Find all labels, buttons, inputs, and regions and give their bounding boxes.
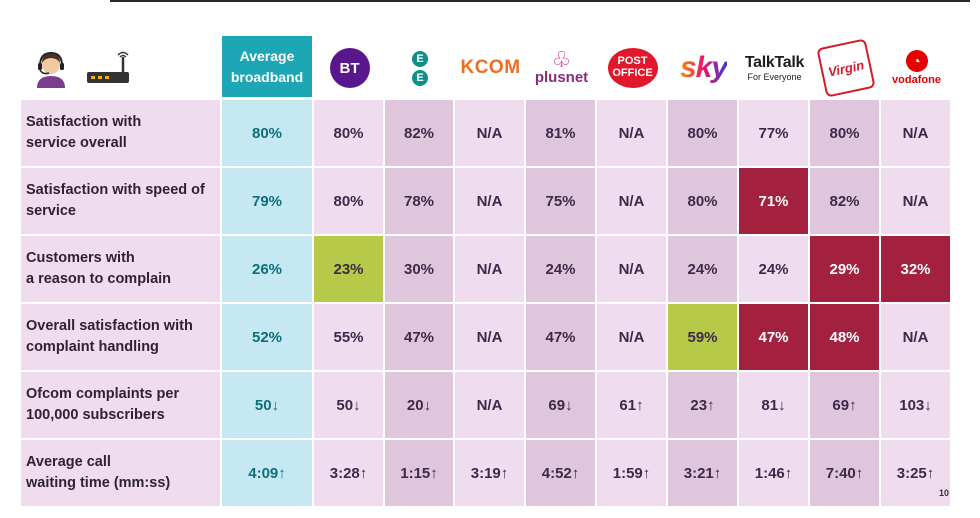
- row-label: Average call waiting time (mm:ss): [21, 440, 222, 508]
- provider-value-cell: 69↑: [810, 372, 881, 440]
- provider-value-cell: N/A: [597, 168, 668, 236]
- provider-talktalk-logo: TalkTalk For Everyone: [739, 36, 810, 100]
- provider-value-cell: 47%: [385, 304, 455, 372]
- provider-value-cell: 47%: [739, 304, 810, 372]
- plusnet-logo: ♧ plusnet: [534, 46, 589, 86]
- provider-value-cell: 80%: [314, 168, 385, 236]
- provider-value-cell: 24%: [526, 236, 597, 304]
- post-office-logo: POST OFFICE: [607, 48, 658, 88]
- provider-value-cell: 24%: [739, 236, 810, 304]
- row-label: Customers with a reason to complain: [21, 236, 222, 304]
- provider-value-cell: 71%: [739, 168, 810, 236]
- provider-value-cell: N/A: [455, 168, 526, 236]
- top-divider: [110, 0, 970, 2]
- provider-value-cell: 61↑: [597, 372, 668, 440]
- provider-value-cell: 29%: [810, 236, 881, 304]
- provider-value-cell: 3:21↑: [668, 440, 739, 508]
- provider-value-cell: 80%: [668, 100, 739, 168]
- provider-value-cell: 48%: [810, 304, 881, 372]
- provider-bt-logo: BT: [314, 36, 385, 100]
- average-value-cell: 52%: [222, 304, 314, 372]
- provider-value-cell: 24%: [668, 236, 739, 304]
- provider-value-cell: 75%: [526, 168, 597, 236]
- vodafone-logo: ◔ vodafone: [892, 50, 941, 86]
- provider-value-cell: 32%: [881, 236, 952, 304]
- provider-vodafone-logo: ◔ vodafone: [881, 36, 952, 100]
- post-office-footnote: 10: [938, 488, 949, 498]
- average-value-cell: 4:09↑: [222, 440, 314, 508]
- provider-value-cell: 80%: [810, 100, 881, 168]
- provider-value-cell: N/A: [597, 100, 668, 168]
- bt-logo: BT: [329, 48, 370, 88]
- provider-value-cell: N/A: [881, 304, 952, 372]
- provider-value-cell: 3:28↑: [314, 440, 385, 508]
- average-value-cell: 79%: [222, 168, 314, 236]
- provider-value-cell: 1:15↑: [385, 440, 455, 508]
- provider-value-cell: 82%: [810, 168, 881, 236]
- provider-value-cell: 23↑: [668, 372, 739, 440]
- header-icons: [21, 36, 222, 100]
- provider-value-cell: 55%: [314, 304, 385, 372]
- provider-value-cell: 23%: [314, 236, 385, 304]
- average-value-cell: 80%: [222, 100, 314, 168]
- row-label: Satisfaction with service overall: [21, 100, 222, 168]
- provider-value-cell: 4:52↑: [526, 440, 597, 508]
- provider-value-cell: 1:59↑: [597, 440, 668, 508]
- provider-value-cell: 80%: [314, 100, 385, 168]
- provider-value-cell: 78%: [385, 168, 455, 236]
- provider-value-cell: 59%: [668, 304, 739, 372]
- average-value-cell: 50↓: [222, 372, 314, 440]
- provider-value-cell: 20↓: [385, 372, 455, 440]
- router-icon: [87, 51, 129, 83]
- provider-value-cell: 3:25↑: [881, 440, 952, 508]
- provider-value-cell: N/A: [455, 372, 526, 440]
- provider-value-cell: 7:40↑: [810, 440, 881, 508]
- provider-value-cell: N/A: [881, 168, 952, 236]
- average-broadband-header: Average broadband: [222, 36, 314, 100]
- provider-value-cell: 47%: [526, 304, 597, 372]
- provider-virgin-logo: Virgin: [810, 36, 881, 100]
- provider-value-cell: 77%: [739, 100, 810, 168]
- provider-value-cell: N/A: [455, 100, 526, 168]
- headset-person-icon: [37, 51, 65, 88]
- sky-logo: sky: [679, 51, 728, 84]
- talktalk-logo: TalkTalk For Everyone: [744, 54, 805, 82]
- provider-value-cell: 30%: [385, 236, 455, 304]
- row-label: Overall satisfaction with complaint handl…: [21, 304, 222, 372]
- provider-value-cell: 103↓: [881, 372, 952, 440]
- virgin-media-logo: Virgin: [815, 38, 876, 98]
- provider-value-cell: N/A: [455, 304, 526, 372]
- provider-value-cell: 1:46↑: [739, 440, 810, 508]
- provider-post-office-logo: POST OFFICE 10: [597, 36, 949, 498]
- provider-value-cell: 50↓: [314, 372, 385, 440]
- provider-value-cell: N/A: [881, 100, 952, 168]
- kcom-logo: KCOM: [460, 57, 521, 78]
- provider-sky-logo: sky: [668, 36, 739, 100]
- row-label: Satisfaction with speed of service: [21, 168, 222, 236]
- provider-value-cell: N/A: [597, 304, 668, 372]
- provider-value-cell: N/A: [597, 236, 668, 304]
- provider-value-cell: 69↓: [526, 372, 597, 440]
- provider-plusnet-logo: ♧ plusnet: [526, 36, 597, 100]
- row-label: Ofcom complaints per 100,000 subscribers: [21, 372, 222, 440]
- provider-value-cell: 3:19↑: [455, 440, 526, 508]
- provider-value-cell: 81%: [526, 100, 597, 168]
- provider-kcom-logo: KCOM: [455, 36, 526, 100]
- provider-value-cell: N/A: [455, 236, 526, 304]
- provider-value-cell: 80%: [668, 168, 739, 236]
- provider-value-cell: 82%: [385, 100, 455, 168]
- provider-value-cell: 81↓: [739, 372, 810, 440]
- average-value-cell: 26%: [222, 236, 314, 304]
